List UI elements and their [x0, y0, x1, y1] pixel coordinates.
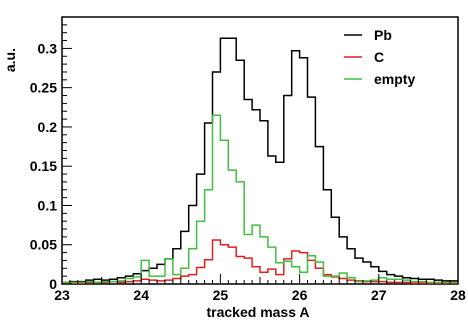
y-tick-label: 0.1: [38, 197, 58, 213]
y-tick-label: 0.15: [30, 158, 57, 174]
x-tick-label: 26: [292, 287, 308, 303]
plot-frame: [61, 16, 459, 285]
legend-label-pb: Pb: [374, 27, 392, 43]
y-tick-label: 0.25: [30, 80, 57, 96]
series-pb-line: [62, 37, 458, 284]
tick-layer: 23 24 25 26 27 28 0 0.05 0.1 0.15 0.2 0.25 0.3: [30, 16, 466, 303]
y-tick-label: 0: [49, 276, 57, 292]
x-tick-label: 23: [54, 287, 70, 303]
x-tick-label: 28: [450, 287, 466, 303]
y-tick-label: 0.2: [38, 119, 58, 135]
x-tick-label: 25: [213, 287, 229, 303]
y-axis-title: a.u.: [2, 48, 18, 72]
x-axis-title: tracked mass A: [207, 304, 310, 320]
y-tick-label: 0.05: [30, 237, 57, 253]
x-tick-label: 27: [371, 287, 387, 303]
series-empty-line: [62, 114, 458, 284]
legend-label-c: C: [374, 49, 384, 65]
x-tick-label: 24: [133, 287, 149, 303]
legend-label-empty: empty: [374, 71, 415, 87]
y-tick-label: 0.3: [38, 40, 58, 56]
